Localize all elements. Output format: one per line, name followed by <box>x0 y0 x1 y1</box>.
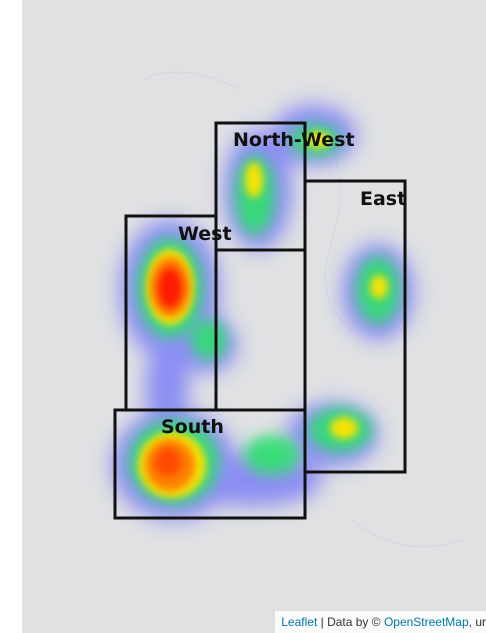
region-label-west: West <box>178 223 232 245</box>
openstreetmap-link[interactable]: OpenStreetMap <box>383 615 469 629</box>
attribution-suffix: , ur <box>468 615 486 629</box>
region-label-north-west: North-West <box>233 129 355 151</box>
map-view[interactable]: North-West East West South Leaflet | Dat… <box>22 0 486 633</box>
region-south-box[interactable] <box>113 408 307 520</box>
heatmap-layer <box>112 105 414 520</box>
attribution-separator: | Data by © <box>317 615 384 629</box>
region-label-east: East <box>360 188 407 210</box>
map-layers <box>112 71 463 548</box>
map-attribution: Leaflet | Data by © OpenStreetMap, ur <box>275 611 486 633</box>
region-boundaries <box>113 121 407 520</box>
region-label-south: South <box>161 416 224 438</box>
leaflet-link[interactable]: Leaflet <box>281 615 318 629</box>
